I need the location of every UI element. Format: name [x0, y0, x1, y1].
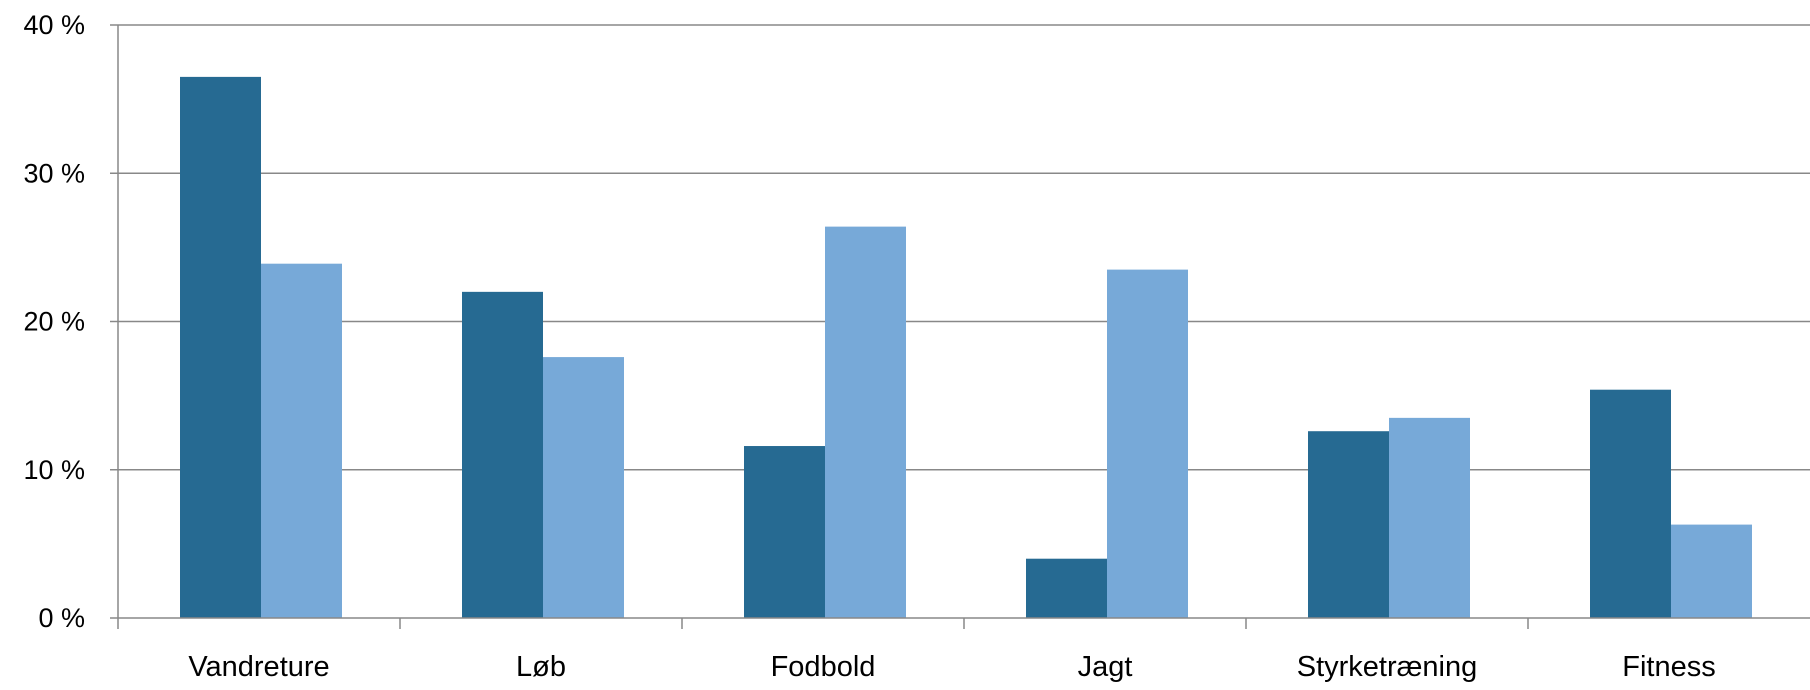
bar-fitness-series-1 [1590, 389, 1671, 618]
bars [180, 76, 1752, 618]
bar-vandreture-series-2 [261, 263, 342, 618]
x-category-label-5: Fitness [1622, 651, 1715, 683]
bar-styrketræning-series-2 [1389, 417, 1470, 618]
y-tick-label-1: 10 % [23, 455, 85, 485]
y-tick-label-0: 0 % [38, 603, 85, 633]
bar-jagt-series-1 [1026, 558, 1107, 618]
x-category-label-4: Styrketræning [1297, 651, 1478, 683]
bar-styrketræning-series-1 [1308, 431, 1389, 618]
y-tick-label-3: 30 % [23, 158, 85, 188]
bar-løb-series-2 [543, 357, 624, 618]
labels: 0 % 10 % 20 % 30 % 40 % Vandreture Løb Fodbold J… [23, 10, 1715, 683]
x-category-label-0: Vandreture [188, 651, 329, 683]
x-category-label-3: Jagt [1078, 651, 1133, 683]
x-category-label-1: Løb [516, 651, 566, 683]
bar-løb-series-1 [462, 291, 543, 618]
bar-jagt-series-2 [1107, 269, 1188, 618]
axes [110, 24, 1810, 629]
bar-fodbold-series-2 [825, 226, 906, 618]
gridlines [118, 24, 1810, 471]
x-category-label-2: Fodbold [771, 651, 876, 683]
bar-fitness-series-2 [1671, 524, 1752, 618]
bar-vandreture-series-1 [180, 76, 261, 618]
y-tick-label-4: 40 % [23, 10, 85, 40]
y-tick-label-2: 20 % [23, 307, 85, 337]
bar-fodbold-series-1 [744, 446, 825, 618]
